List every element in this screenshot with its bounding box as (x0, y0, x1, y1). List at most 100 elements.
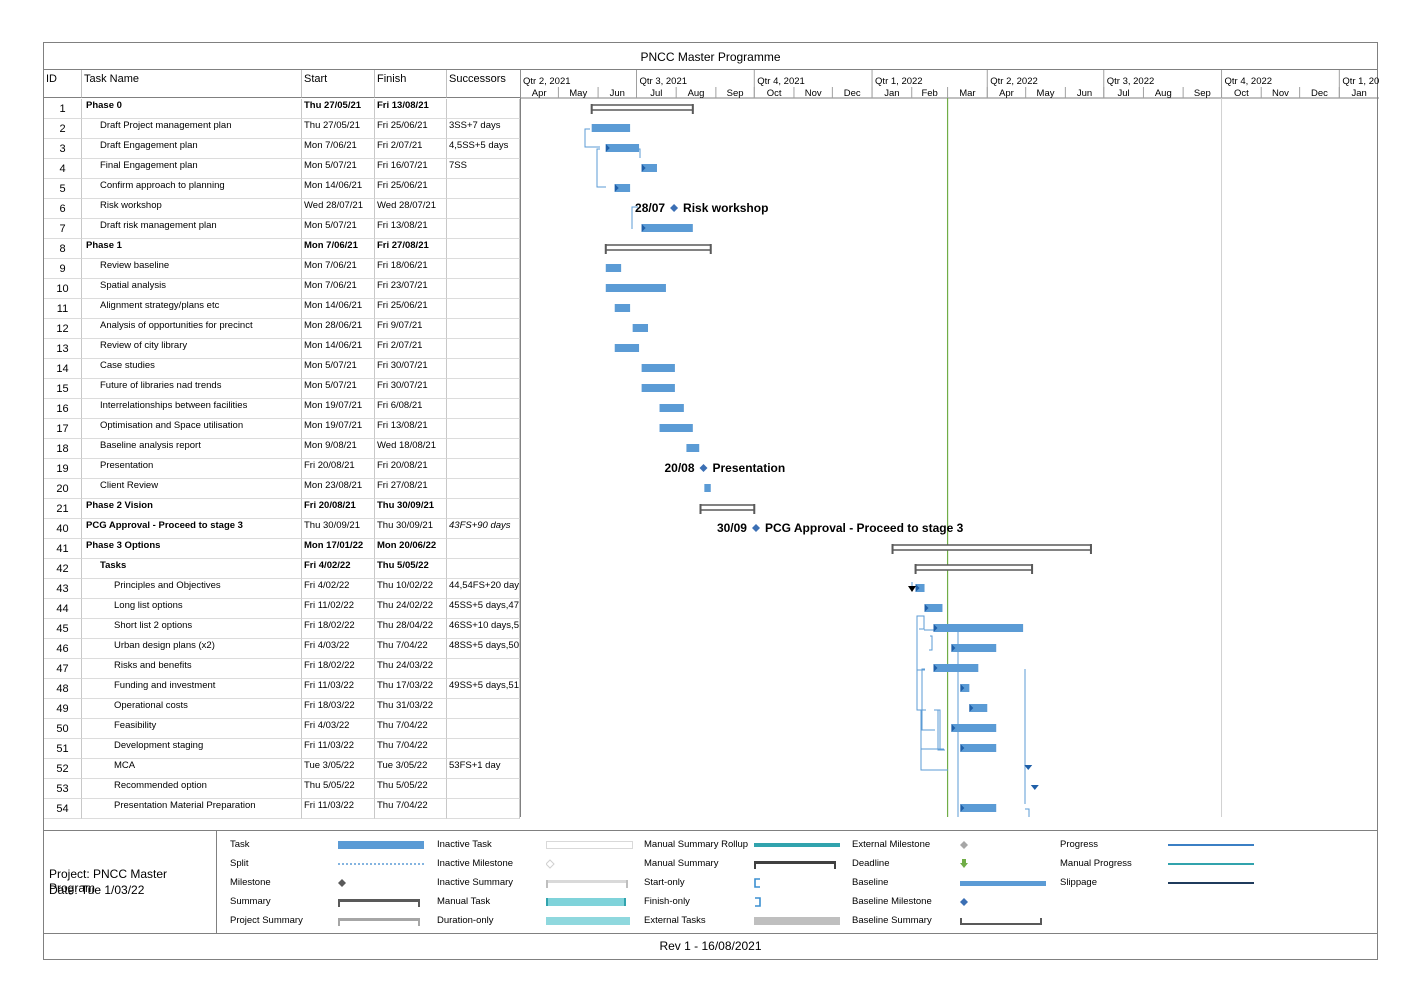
table-row[interactable]: 8 Phase 1 Mon 7/06/21 Fri 27/08/21 (44, 239, 520, 259)
task-successors[interactable] (447, 319, 520, 339)
task-start[interactable]: Mon 14/06/21 (302, 299, 375, 319)
task-id[interactable]: 48 (44, 679, 82, 699)
table-row[interactable]: 14 Case studies Mon 5/07/21 Fri 30/07/21 (44, 359, 520, 379)
task-name[interactable]: Case studies (82, 359, 302, 379)
task-name[interactable]: Feasibility (82, 719, 302, 739)
task-name[interactable]: Confirm approach to planning (82, 179, 302, 199)
task-successors[interactable] (447, 339, 520, 359)
task-finish[interactable]: Wed 28/07/21 (375, 199, 447, 219)
table-row[interactable]: 18 Baseline analysis report Mon 9/08/21 Wed… (44, 439, 520, 459)
column-header-start[interactable]: Start (302, 70, 375, 98)
task-name[interactable]: Development staging (82, 739, 302, 759)
task-id[interactable]: 45 (44, 619, 82, 639)
task-name[interactable]: Analysis of opportunities for precinct (82, 319, 302, 339)
task-successors[interactable] (447, 99, 520, 119)
column-header-successors[interactable]: Successors (447, 70, 520, 98)
task-id[interactable]: 12 (44, 319, 82, 339)
task-name[interactable]: Short list 2 options (82, 619, 302, 639)
task-finish[interactable]: Fri 25/06/21 (375, 119, 447, 139)
task-start[interactable]: Thu 5/05/22 (302, 779, 375, 799)
task-successors[interactable] (447, 439, 520, 459)
task-successors[interactable]: 48SS+5 days,50 (447, 639, 520, 659)
task-name[interactable]: Tasks (82, 559, 302, 579)
task-start[interactable]: Mon 9/08/21 (302, 439, 375, 459)
task-start[interactable]: Mon 5/07/21 (302, 159, 375, 179)
task-id[interactable]: 14 (44, 359, 82, 379)
task-name[interactable]: Spatial analysis (82, 279, 302, 299)
task-id[interactable]: 47 (44, 659, 82, 679)
task-successors[interactable]: 3SS+7 days (447, 119, 520, 139)
task-id[interactable]: 8 (44, 239, 82, 259)
task-finish[interactable]: Fri 30/07/21 (375, 359, 447, 379)
task-successors[interactable] (447, 359, 520, 379)
task-name[interactable]: Final Engagement plan (82, 159, 302, 179)
task-successors[interactable] (447, 259, 520, 279)
task-successors[interactable]: 46SS+10 days,5 (447, 619, 520, 639)
task-start[interactable]: Fri 4/03/22 (302, 719, 375, 739)
task-id[interactable]: 18 (44, 439, 82, 459)
task-finish[interactable]: Fri 23/07/21 (375, 279, 447, 299)
task-start[interactable]: Fri 20/08/21 (302, 499, 375, 519)
task-id[interactable]: 9 (44, 259, 82, 279)
table-row[interactable]: 53 Recommended option Thu 5/05/22 Thu 5/05/… (44, 779, 520, 799)
task-finish[interactable]: Thu 17/03/22 (375, 679, 447, 699)
table-row[interactable]: 52 MCA Tue 3/05/22 Tue 3/05/22 53FS+1 day (44, 759, 520, 779)
task-finish[interactable]: Thu 30/09/21 (375, 499, 447, 519)
task-successors[interactable] (447, 479, 520, 499)
task-successors[interactable]: 53FS+1 day (447, 759, 520, 779)
table-row[interactable]: 43 Principles and Objectives Fri 4/02/22 Th… (44, 579, 520, 599)
task-successors[interactable] (447, 779, 520, 799)
task-successors[interactable] (447, 219, 520, 239)
task-id[interactable]: 17 (44, 419, 82, 439)
table-row[interactable]: 40 PCG Approval - Proceed to stage 3 Thu 3… (44, 519, 520, 539)
task-name[interactable]: Principles and Objectives (82, 579, 302, 599)
task-start[interactable]: Mon 7/06/21 (302, 279, 375, 299)
task-finish[interactable]: Fri 13/08/21 (375, 99, 447, 119)
task-start[interactable]: Tue 3/05/22 (302, 759, 375, 779)
task-name[interactable]: PCG Approval - Proceed to stage 3 (82, 519, 302, 539)
task-successors[interactable] (447, 739, 520, 759)
task-id[interactable]: 44 (44, 599, 82, 619)
task-successors[interactable]: 43FS+90 days (447, 519, 520, 539)
task-id[interactable]: 1 (44, 99, 82, 119)
table-row[interactable]: 12 Analysis of opportunities for precinct… (44, 319, 520, 339)
task-successors[interactable] (447, 719, 520, 739)
task-name[interactable]: Optimisation and Space utilisation (82, 419, 302, 439)
task-finish[interactable]: Thu 30/09/21 (375, 519, 447, 539)
task-start[interactable]: Mon 19/07/21 (302, 399, 375, 419)
task-finish[interactable]: Fri 20/08/21 (375, 459, 447, 479)
task-start[interactable]: Mon 23/08/21 (302, 479, 375, 499)
task-start[interactable]: Mon 28/06/21 (302, 319, 375, 339)
task-finish[interactable]: Thu 31/03/22 (375, 699, 447, 719)
task-id[interactable]: 21 (44, 499, 82, 519)
task-successors[interactable] (447, 799, 520, 819)
task-start[interactable]: Fri 4/03/22 (302, 639, 375, 659)
task-start[interactable]: Thu 27/05/21 (302, 99, 375, 119)
task-id[interactable]: 6 (44, 199, 82, 219)
task-successors[interactable] (447, 419, 520, 439)
task-id[interactable]: 10 (44, 279, 82, 299)
task-start[interactable]: Fri 11/02/22 (302, 599, 375, 619)
task-finish[interactable]: Thu 24/03/22 (375, 659, 447, 679)
task-id[interactable]: 4 (44, 159, 82, 179)
task-finish[interactable]: Fri 13/08/21 (375, 419, 447, 439)
table-row[interactable]: 3 Draft Engagement plan Mon 7/06/21 Fri 2/0… (44, 139, 520, 159)
task-finish[interactable]: Fri 27/08/21 (375, 239, 447, 259)
task-id[interactable]: 46 (44, 639, 82, 659)
task-name[interactable]: Risk workshop (82, 199, 302, 219)
table-row[interactable]: 21 Phase 2 Vision Fri 20/08/21 Thu 30/09/21 (44, 499, 520, 519)
column-header-finish[interactable]: Finish (375, 70, 447, 98)
task-name[interactable]: Review baseline (82, 259, 302, 279)
table-row[interactable]: 42 Tasks Fri 4/02/22 Thu 5/05/22 (44, 559, 520, 579)
table-row[interactable]: 5 Confirm approach to planning Mon 14/06/2… (44, 179, 520, 199)
table-row[interactable]: 49 Operational costs Fri 18/03/22 Thu 31/03… (44, 699, 520, 719)
task-start[interactable]: Fri 11/03/22 (302, 679, 375, 699)
task-name[interactable]: Recommended option (82, 779, 302, 799)
task-name[interactable]: Funding and investment (82, 679, 302, 699)
task-start[interactable]: Thu 27/05/21 (302, 119, 375, 139)
task-start[interactable]: Fri 18/02/22 (302, 619, 375, 639)
table-row[interactable]: 9 Review baseline Mon 7/06/21 Fri 18/06/21 (44, 259, 520, 279)
table-row[interactable]: 10 Spatial analysis Mon 7/06/21 Fri 23/07/2… (44, 279, 520, 299)
task-finish[interactable]: Thu 5/05/22 (375, 559, 447, 579)
task-id[interactable]: 54 (44, 799, 82, 819)
